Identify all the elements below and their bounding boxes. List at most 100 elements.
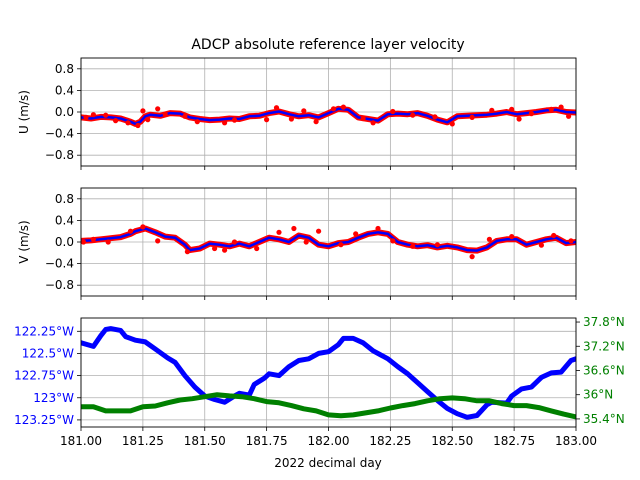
- plot-area-u: [81, 104, 576, 129]
- v-data-point: [140, 224, 146, 230]
- u-data-point: [83, 114, 89, 120]
- x-axis-label: 2022 decimal day: [274, 456, 382, 470]
- u-data-point: [566, 113, 572, 119]
- u-data-point: [509, 106, 515, 112]
- u-data-point: [140, 108, 146, 114]
- u-data-point: [103, 112, 109, 118]
- panel-position: 122.25°W 122.5°W 122.75°W 123°W 123.25°W 35.4…: [14, 315, 625, 448]
- u-data-point: [135, 122, 141, 129]
- v-data-point: [568, 238, 574, 244]
- v-data-point: [338, 242, 344, 248]
- v-data-point: [509, 234, 515, 240]
- u-data-point: [182, 113, 188, 119]
- u-data-point: [288, 116, 294, 122]
- u-data-point: [360, 115, 366, 122]
- y-tick-label: 122.5°W: [22, 346, 74, 360]
- y-tick-label: −0.4: [45, 257, 74, 271]
- u-data-point: [489, 107, 495, 113]
- u-data-point: [390, 108, 396, 115]
- y-tick-label: 123.25°W: [14, 413, 74, 427]
- u-data-point: [469, 114, 475, 120]
- y-tick-label-right: 36°N: [583, 388, 613, 402]
- u-data-point: [155, 106, 161, 112]
- v-data-point: [390, 238, 396, 244]
- u-data-point: [113, 118, 119, 124]
- y-tick-label-right: 37.8°N: [583, 315, 625, 329]
- u-data-point: [194, 119, 200, 125]
- y-tick-label: 0.8: [55, 192, 74, 206]
- v-data-point: [434, 242, 440, 248]
- y-axis-label: U (m/s): [17, 90, 31, 134]
- v-data-point: [105, 239, 111, 245]
- v-data-point: [375, 225, 381, 232]
- u-data-point: [145, 117, 151, 123]
- y-tick-label: −0.4: [45, 127, 74, 141]
- x-tick-label: 183.00: [555, 434, 597, 448]
- v-series-line: [81, 227, 576, 252]
- v-data-point: [410, 243, 416, 249]
- panels: −0.8 −0.4 0.0 0.4 0.8 U (m/s) −0.8 −0.4 0.0 0.4 0.…: [14, 57, 625, 448]
- v-data-point: [81, 239, 87, 245]
- y-tick-label: 0.4: [55, 213, 74, 227]
- u-data-point: [264, 117, 270, 123]
- u-data-point: [558, 104, 564, 110]
- v-data-point: [254, 245, 260, 252]
- x-tick-label: 182.75: [493, 434, 535, 448]
- u-data-point: [90, 112, 96, 118]
- v-data-point: [231, 239, 238, 245]
- v-data-point: [538, 242, 545, 248]
- v-data-point: [316, 228, 322, 234]
- v-data-point: [291, 225, 297, 232]
- v-data-point: [127, 228, 134, 234]
- u-data-point: [340, 104, 346, 110]
- u-data-point: [330, 106, 337, 112]
- y-tick-label: 122.25°W: [14, 324, 74, 338]
- u-data-point: [301, 108, 307, 114]
- y-tick-label: 0.0: [55, 105, 74, 119]
- plot-area-v: [81, 224, 576, 260]
- x-tick-label: 182.00: [308, 434, 350, 448]
- v-data-point: [90, 236, 96, 242]
- y-tick-label: 123°W: [33, 391, 74, 405]
- plot-area-position: [81, 326, 576, 420]
- y-tick-label: −0.8: [45, 148, 74, 162]
- y-axis-label: V (m/s): [17, 220, 31, 263]
- latitude-series-line: [81, 392, 576, 420]
- y-tick-label: −0.8: [45, 278, 74, 292]
- u-data-point: [231, 117, 238, 123]
- x-tick-label: 182.50: [431, 434, 473, 448]
- y-tick-label: 122.75°W: [14, 369, 74, 383]
- u-data-point: [410, 112, 416, 118]
- u-data-point: [370, 120, 376, 126]
- panel-u: −0.8 −0.4 0.0 0.4 0.8 U (m/s): [17, 57, 577, 170]
- v-data-point: [276, 229, 282, 235]
- x-tick-label: 181.50: [184, 434, 226, 448]
- v-data-point: [155, 238, 161, 244]
- u-data-point: [313, 119, 319, 125]
- y-tick-label: 0.8: [55, 62, 74, 76]
- v-data-point: [212, 245, 218, 252]
- u-data-point: [273, 105, 280, 111]
- x-tick-label: 181.25: [122, 434, 164, 448]
- y-tick-label: 0.4: [55, 83, 74, 97]
- u-data-point: [222, 120, 228, 126]
- u-data-point: [432, 114, 438, 120]
- figure-title: ADCP absolute reference layer velocity: [191, 37, 464, 53]
- u-data-point: [528, 111, 535, 117]
- x-tick-label: 181.75: [246, 434, 288, 448]
- v-data-point: [184, 249, 190, 255]
- v-data-point: [486, 236, 492, 242]
- v-data-point: [222, 247, 228, 253]
- u-series-line: [81, 107, 576, 126]
- v-data-point: [551, 232, 557, 239]
- v-data-point: [303, 239, 309, 245]
- y-tick-label-right: 37.2°N: [583, 339, 625, 353]
- u-data-point: [548, 106, 554, 112]
- y-tick-label-right: 35.4°N: [583, 412, 625, 426]
- u-data-point: [125, 120, 131, 126]
- y-tick-label: 0.0: [55, 235, 74, 249]
- u-data-point: [449, 121, 455, 127]
- u-data-point: [162, 111, 168, 117]
- panel-v: −0.8 −0.4 0.0 0.4 0.8 V (m/s): [17, 187, 577, 300]
